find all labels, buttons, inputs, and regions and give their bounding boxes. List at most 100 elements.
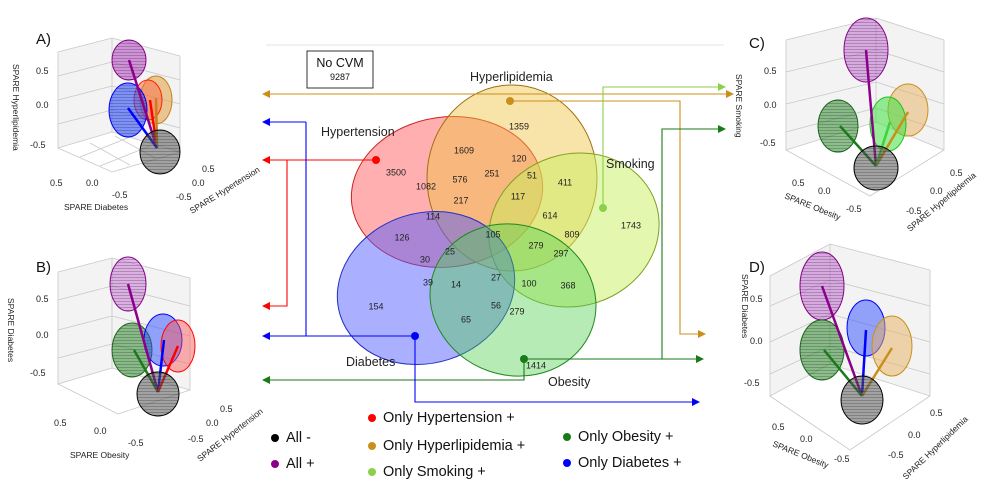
panel-d: 0.5 0.0 -0.5 0.5 0.0 -0.5 -0.5 0.0 0.5 S… <box>740 243 970 482</box>
arrowhead <box>718 83 726 91</box>
panel-c-xtick: 0.0 <box>818 186 831 196</box>
panel-d-xtick: 0.0 <box>800 434 813 444</box>
ellipsoid-hatch <box>140 130 180 174</box>
venn-region: 3500 <box>386 167 406 177</box>
venn-region: 279 <box>509 306 524 316</box>
arrowhead <box>692 398 700 406</box>
venn-label-smoking: Smoking <box>606 157 655 171</box>
ellipsoid-hatch <box>112 40 146 80</box>
panel-b-ztick: 0.5 <box>36 294 49 304</box>
panel-a-ztick: -0.5 <box>30 140 46 150</box>
panel-d-ztick: -0.5 <box>744 378 760 388</box>
panel-c-ytick: 0.0 <box>930 186 943 196</box>
panel-a-xtick: 0.0 <box>86 178 99 188</box>
panel-a-ztick: 0.5 <box>36 66 49 76</box>
venn-region: 120 <box>511 153 526 163</box>
venn-region: 126 <box>394 232 409 242</box>
venn-label-hypertension: Hypertension <box>321 125 395 139</box>
arrowhead <box>262 332 270 340</box>
panel-c-letter: C) <box>749 35 765 52</box>
panel-a: 0.5 0.0 -0.5 0.5 0.0 -0.5 -0.5 0.0 0.5 S… <box>11 31 262 216</box>
venn-region: 251 <box>484 168 499 178</box>
legend-dot-all-minus <box>271 434 279 442</box>
legend-only-hypertension: Only Hypertension + <box>383 410 515 426</box>
panel-d-ytick: 0.0 <box>908 430 921 440</box>
venn-region: 411 <box>558 177 572 187</box>
panel-c: 0.5 0.0 -0.5 0.5 0.0 -0.5 -0.5 0.0 0.5 S… <box>734 17 978 234</box>
legend-only-diabetes: Only Diabetes + <box>578 455 682 471</box>
ellipsoid-hyperlipidemia <box>871 315 913 377</box>
panel-a-xtick: 0.5 <box>50 178 63 188</box>
panel-b-letter: B) <box>36 259 51 276</box>
panel-b-ytick: 0.5 <box>220 404 233 414</box>
venn-region: 809 <box>564 229 579 239</box>
venn-label-obesity: Obesity <box>548 375 591 389</box>
ellipsoid-hatch <box>137 372 179 416</box>
venn-region: 1414 <box>526 360 546 370</box>
legend-dot-all-plus <box>271 460 279 468</box>
venn-region: 1082 <box>416 181 436 191</box>
ellipsoid-hatch <box>818 100 858 152</box>
panel-a-xtick: -0.5 <box>112 190 128 200</box>
venn-region: 1359 <box>509 121 529 131</box>
connector-smoking <box>602 86 720 208</box>
panel-a-ytick: -0.5 <box>176 192 192 202</box>
panel-c-ztick: 0.0 <box>764 100 777 110</box>
panel-b-xtick: -0.5 <box>128 438 144 448</box>
arrowhead <box>262 90 270 98</box>
no-cvm-count: 9287 <box>330 72 350 82</box>
venn-label-hyperlipidemia: Hyperlipidemia <box>470 70 553 84</box>
legend-only-obesity: Only Obesity + <box>578 429 674 445</box>
venn-region: 154 <box>368 301 383 311</box>
panel-b-ztick: 0.0 <box>36 330 49 340</box>
connector-obesity <box>268 128 720 381</box>
panel-a-ylabel: SPARE Hypertension <box>188 164 262 215</box>
venn-set-diabetes <box>336 210 516 366</box>
venn-diagram: No CVM 9287 Hyperlipidemia Hypertension … <box>262 44 734 406</box>
arrowhead <box>262 156 270 164</box>
venn-region: 117 <box>511 191 525 201</box>
legend-dot-hyperlipidemia <box>368 442 376 450</box>
panel-b-ztick: -0.5 <box>30 368 46 378</box>
venn-region: 105 <box>485 229 500 239</box>
panel-c-xlabel: SPARE Obesity <box>783 191 842 223</box>
legend-all-minus: All - <box>286 430 311 446</box>
venn-region: 217 <box>453 195 468 205</box>
panel-a-ytick: 0.0 <box>192 178 205 188</box>
venn-region: 30 <box>420 254 430 264</box>
panel-d-letter: D) <box>749 259 765 276</box>
venn-region: 100 <box>521 278 536 288</box>
venn-set-obesity <box>429 223 597 377</box>
legend-only-smoking: Only Smoking + <box>383 464 486 480</box>
panel-b-xtick: 0.5 <box>54 418 67 428</box>
panel-c-zlabel: SPARE Smoking <box>734 74 744 138</box>
panel-b-ylabel: SPARE Hypertension <box>195 406 265 464</box>
panel-d-ztick: 0.5 <box>750 294 763 304</box>
panel-d-ylabel: SPARE Hyperlipidemia <box>900 414 970 482</box>
panel-b-zlabel: SPARE Diabetes <box>6 298 16 362</box>
panel-b: 0.5 0.0 -0.5 0.5 0.0 -0.5 -0.5 0.0 0.5 S… <box>6 256 265 464</box>
panel-d-zlabel: SPARE Diabetes <box>740 274 750 338</box>
venn-region: 114 <box>426 211 440 221</box>
panel-b-xlabel: SPARE Obesity <box>70 450 130 460</box>
venn-region: 297 <box>553 248 568 258</box>
venn-region: 368 <box>560 280 575 290</box>
venn-region: 51 <box>527 170 537 180</box>
panel-c-xtick: 0.5 <box>792 178 805 188</box>
legend-all-plus: All + <box>286 456 315 472</box>
panel-a-zlabel: SPARE Hyperlipidemia <box>11 64 21 151</box>
venn-region: 279 <box>528 240 543 250</box>
panel-d-xtick: -0.5 <box>834 454 850 464</box>
panel-a-ytick: 0.5 <box>202 164 215 174</box>
arrowhead <box>262 302 270 310</box>
legend-dot-smoking <box>368 468 376 476</box>
legend: All - All + Only Hypertension + Only Hyp… <box>271 410 682 480</box>
legend-dot-hypertension <box>368 414 376 422</box>
panel-d-ytick: 0.5 <box>930 408 943 418</box>
no-cvm-label: No CVM <box>316 56 363 70</box>
arrowhead <box>696 355 704 363</box>
venn-region: 65 <box>461 314 471 324</box>
venn-region: 14 <box>451 279 461 289</box>
legend-only-hyperlipidemia: Only Hyperlipidemia + <box>383 438 525 454</box>
